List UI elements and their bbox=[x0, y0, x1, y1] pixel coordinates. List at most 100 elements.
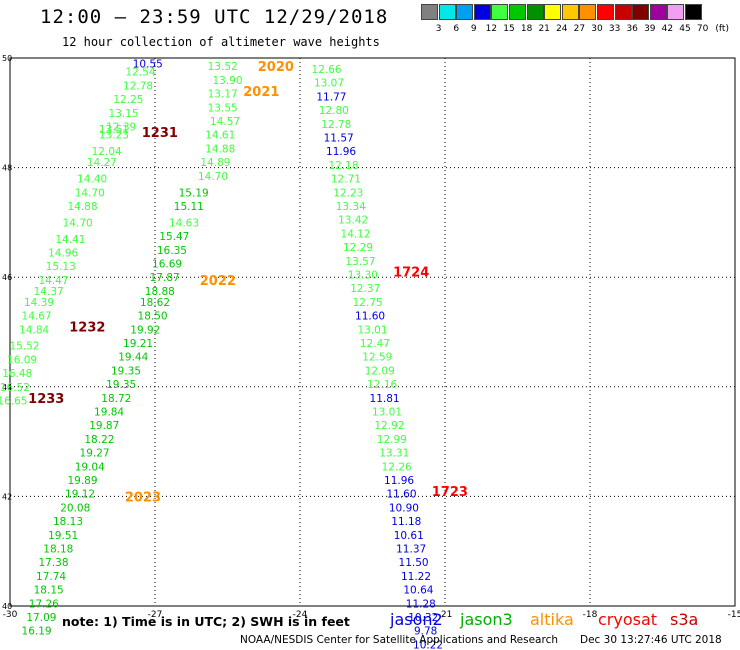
legend-altika: altika bbox=[530, 610, 574, 629]
swh-value-label: 12.39 bbox=[106, 122, 136, 134]
swh-value-label: 14.57 bbox=[210, 116, 240, 128]
swh-value-label: 13.01 bbox=[357, 324, 387, 336]
swh-value-label: 19.12 bbox=[65, 489, 95, 501]
swh-value-label: 11.50 bbox=[399, 557, 429, 569]
swh-value-label: 14.40 bbox=[77, 174, 107, 186]
swh-value-label: 11.96 bbox=[326, 146, 356, 158]
swh-value-label: 12.71 bbox=[331, 174, 361, 186]
swh-value-label: 11.18 bbox=[391, 516, 421, 528]
swh-value-label: 14.84 bbox=[19, 324, 49, 336]
swh-value-label: 19.51 bbox=[48, 530, 78, 542]
scale-label: 27 bbox=[573, 24, 586, 34]
swh-value-label: 14.63 bbox=[169, 217, 199, 229]
swh-value-label: 12.29 bbox=[343, 242, 373, 254]
scale-swatch bbox=[649, 4, 667, 20]
legend-jason2: jason2 bbox=[390, 610, 443, 629]
swh-value-label: 18.18 bbox=[43, 543, 73, 555]
latitude-tick-label: 46 bbox=[2, 273, 12, 282]
swh-value-label: 14.89 bbox=[200, 157, 230, 169]
swh-value-label: 19.04 bbox=[75, 461, 105, 473]
longitude-tick-label: -18 bbox=[583, 610, 598, 620]
swh-value-label: 13.07 bbox=[314, 78, 344, 90]
swh-value-label: 13.57 bbox=[345, 256, 375, 268]
pass-time-label: 1232 bbox=[69, 321, 105, 336]
swh-value-label: 19.84 bbox=[94, 406, 124, 418]
swh-value-label: 12.75 bbox=[353, 297, 383, 309]
scale-label: 45 bbox=[679, 24, 691, 34]
scale-label: (ft) bbox=[715, 24, 729, 34]
swh-value-label: 14.39 bbox=[24, 297, 54, 309]
swh-value-label: 17.74 bbox=[36, 571, 66, 583]
swh-value-label: 18.88 bbox=[145, 286, 175, 298]
swh-value-label: 14.47 bbox=[38, 275, 68, 287]
swh-value-label: 13.15 bbox=[109, 108, 139, 120]
swh-value-label: 13.90 bbox=[212, 75, 242, 87]
swh-value-label: 12.80 bbox=[319, 105, 349, 117]
swh-value-label: 12.78 bbox=[123, 80, 153, 92]
swh-value-label: 19.44 bbox=[118, 352, 148, 364]
pass-time-label: 2020 bbox=[258, 60, 294, 75]
longitude-tick-label: -30 bbox=[3, 610, 18, 620]
scale-label: 12 bbox=[485, 24, 498, 34]
swh-value-label: 12.99 bbox=[377, 434, 407, 446]
swh-value-label: 16.65 bbox=[0, 396, 27, 408]
swh-value-label: 11.81 bbox=[370, 393, 400, 405]
swh-value-label: 14.88 bbox=[205, 143, 235, 155]
pass-time-label: 2021 bbox=[243, 85, 279, 100]
longitude-tick-label: -24 bbox=[293, 610, 308, 620]
scale-swatch bbox=[526, 4, 544, 20]
swh-value-label: 18.22 bbox=[84, 434, 114, 446]
swh-value-label: 11.28 bbox=[406, 598, 436, 610]
swh-value-label: 14.61 bbox=[205, 130, 235, 142]
scale-swatch bbox=[579, 4, 597, 20]
pass-time-label: 1231 bbox=[142, 126, 178, 141]
swh-value-label: 11.77 bbox=[316, 91, 346, 103]
latitude-tick-label: 42 bbox=[2, 492, 12, 501]
pass-time-label: 1233 bbox=[28, 392, 64, 407]
swh-value-label: 14.70 bbox=[198, 171, 228, 183]
scale-label: 70 bbox=[696, 24, 709, 34]
legend-cryosat: cryosat bbox=[598, 610, 658, 629]
swh-value-label: 14.27 bbox=[87, 157, 117, 169]
swh-value-label: 12.37 bbox=[350, 283, 380, 295]
swh-value-label: 19.89 bbox=[67, 475, 97, 487]
swh-value-label: 19.27 bbox=[80, 448, 110, 460]
swh-value-label: 12.66 bbox=[312, 64, 342, 76]
swh-value-label: 11.57 bbox=[324, 132, 354, 144]
swh-value-label: 13.34 bbox=[336, 201, 366, 213]
swh-value-label: 14.70 bbox=[75, 187, 105, 199]
swh-value-label: 17.26 bbox=[29, 598, 59, 610]
scale-swatch bbox=[685, 4, 702, 20]
scale-swatch bbox=[473, 4, 491, 20]
swh-value-label: 18.62 bbox=[140, 297, 170, 309]
swh-value-label: 10.90 bbox=[389, 502, 419, 514]
scale-label: 42 bbox=[661, 24, 674, 34]
swh-value-label: 16.69 bbox=[152, 259, 182, 271]
swh-value-label: 15.13 bbox=[46, 261, 76, 273]
legend-s3a: s3a bbox=[670, 610, 699, 629]
swh-value-label: 13.17 bbox=[208, 89, 238, 101]
latitude-tick-label: 44 bbox=[2, 383, 12, 392]
swh-value-label: 11.96 bbox=[384, 475, 414, 487]
swh-value-label: 19.35 bbox=[106, 379, 136, 391]
swh-value-label: 14.37 bbox=[34, 286, 64, 298]
swh-value-label: 12.18 bbox=[328, 160, 358, 172]
scale-label: 36 bbox=[626, 24, 638, 34]
swh-value-label: 13.55 bbox=[208, 102, 238, 114]
swh-value-label: 12.23 bbox=[333, 187, 363, 199]
swh-value-label: 16.19 bbox=[22, 626, 52, 638]
swh-value-label: 18.15 bbox=[34, 585, 64, 597]
latitude-tick-label: 50 bbox=[2, 54, 12, 63]
swh-value-label: 11.60 bbox=[355, 311, 385, 323]
swh-value-label: 17.87 bbox=[150, 272, 180, 284]
swh-value-label: 11.37 bbox=[396, 543, 426, 555]
pass-time-label: 1723 bbox=[432, 485, 468, 500]
swh-value-label: 19.21 bbox=[123, 338, 153, 350]
scale-label: 39 bbox=[644, 24, 656, 34]
swh-value-label: 16.09 bbox=[7, 354, 37, 366]
legend-jason3: jason3 bbox=[460, 610, 513, 629]
swh-value-label: 12.16 bbox=[367, 379, 397, 391]
swh-value-label: 13.42 bbox=[338, 215, 368, 227]
swh-value-label: 19.92 bbox=[130, 324, 160, 336]
